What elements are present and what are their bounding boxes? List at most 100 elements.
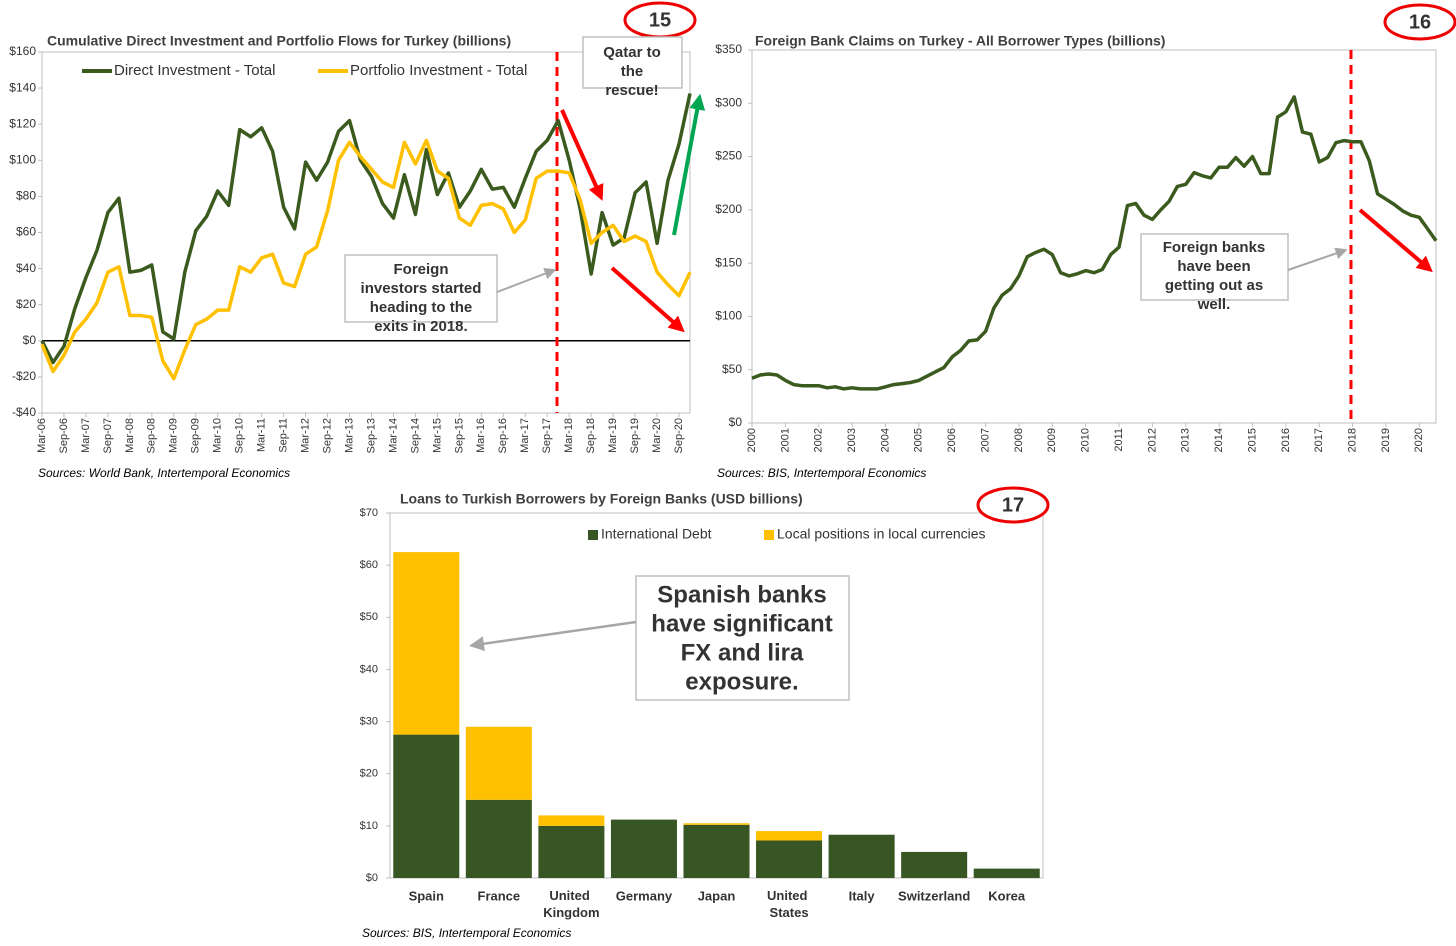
x-tick-label: 2001: [779, 428, 791, 452]
x-tick-label: 2007: [979, 428, 991, 452]
x-tick-label: Mar-16: [475, 418, 487, 453]
x-tick-label: 2000: [746, 428, 758, 452]
y-tick-label: $150: [715, 255, 742, 269]
x-tick-label: Sep-09: [190, 418, 202, 453]
x-tick-label: Sep-07: [102, 418, 114, 453]
x-tick-line: United: [549, 888, 593, 903]
y-tick-label: $0: [23, 333, 37, 347]
annotation-box: [1140, 233, 1289, 301]
x-tick-label: Sep-12: [321, 418, 333, 453]
x-tick-label: Sep-17: [541, 418, 553, 453]
x-tick-label: Mar-19: [607, 418, 619, 453]
annotation-box: [635, 575, 850, 701]
bar: [610, 819, 677, 878]
x-tick-label: 2009: [1046, 428, 1058, 452]
annotation: Foreign: [394, 261, 449, 278]
y-tick-label: $160: [9, 44, 36, 58]
x-tick-label: 2008: [1013, 428, 1025, 452]
y-tick-label: $10: [360, 820, 378, 832]
x-tick-label: 2012: [1146, 428, 1158, 452]
arrow: [1287, 247, 1348, 271]
x-tick-label: 2017: [1313, 428, 1325, 452]
x-tick-label: United States: [767, 888, 811, 920]
arrow: [469, 620, 637, 652]
x-tick-label: Sep-16: [497, 418, 509, 453]
x-tick-line: Kingdom: [543, 905, 599, 920]
bar: [756, 831, 823, 841]
badge-ring: [1383, 3, 1456, 41]
annotation: have been: [1177, 258, 1250, 275]
badge: 17: [1002, 494, 1024, 516]
bar: [538, 825, 605, 878]
x-tick-label: Sep-19: [629, 418, 641, 453]
x-tick-label: Sep-14: [409, 418, 421, 453]
y-tick-label: $60: [360, 559, 378, 571]
annotation: getting out as: [1165, 277, 1263, 294]
annotation: FX and lira: [681, 639, 804, 666]
x-tick-label: 2005: [913, 428, 925, 452]
x-tick-label: Sep-20: [673, 418, 685, 453]
x-tick-label: Mar-15: [431, 418, 443, 453]
y-tick-label: $140: [9, 80, 36, 94]
bar: [538, 815, 605, 826]
bar: [465, 799, 532, 878]
x-tick-label: France: [478, 888, 521, 903]
series-line: [40, 138, 692, 381]
annotation: exposure.: [685, 668, 798, 695]
y-tick-label: $120: [9, 116, 36, 130]
x-tick-label: Italy: [849, 888, 876, 903]
x-tick-label: Mar-17: [519, 418, 531, 453]
annotation: exits in 2018.: [374, 318, 467, 335]
series-line: [751, 95, 1438, 391]
annotation: Spanish banks: [657, 581, 826, 608]
x-tick-label: Sep-06: [58, 418, 70, 453]
bar: [756, 840, 823, 878]
y-tick-label: $20: [360, 768, 378, 780]
x-tick-label: 2006: [946, 428, 958, 452]
arrow: [672, 93, 706, 236]
series-line: [40, 93, 692, 365]
source: Sources: World Bank, Intertemporal Econo…: [38, 466, 290, 480]
x-tick-label: Mar-10: [212, 418, 224, 453]
y-tick-label: $350: [715, 42, 742, 56]
legend-label: Local positions in local currencies: [777, 526, 986, 542]
source: Sources: BIS, Intertemporal Economics: [362, 926, 571, 940]
annotation: well.: [1197, 296, 1231, 313]
x-tick-label: 2002: [813, 428, 825, 452]
legend-label: International Debt: [601, 526, 712, 542]
x-tick-label: Mar-06: [36, 418, 48, 453]
plot-area: [751, 49, 1437, 424]
bar: [683, 823, 750, 825]
x-tick-label: Mar-11: [256, 418, 268, 452]
annotation: investors started: [361, 280, 482, 297]
x-tick-label: Germany: [616, 888, 673, 903]
annotation: heading to the: [370, 299, 473, 316]
x-tick-label: 2020: [1413, 428, 1425, 452]
annotation: Qatar to: [603, 44, 661, 61]
bar: [465, 726, 532, 800]
x-tick-label: 2010: [1080, 428, 1092, 452]
y-tick-label: $100: [9, 152, 36, 166]
x-tick-label: Switzerland: [898, 888, 970, 903]
badge: 15: [649, 9, 671, 31]
x-tick-label: Spain: [409, 888, 444, 903]
x-tick-label: Mar-13: [343, 418, 355, 453]
arrow: [610, 266, 685, 333]
legend-swatch: [764, 530, 774, 540]
x-tick-label: 2016: [1280, 428, 1292, 452]
x-tick-label: United Kingdom: [543, 888, 599, 920]
x-tick-label: Korea: [988, 888, 1026, 903]
annotation: rescue!: [605, 82, 658, 99]
arrow: [496, 267, 557, 293]
x-tick-label: 2018: [1346, 428, 1358, 452]
source: Sources: BIS, Intertemporal Economics: [717, 466, 926, 480]
x-tick-label: 2004: [879, 428, 891, 452]
chart-title: Cumulative Direct Investment and Portfol…: [47, 33, 511, 49]
x-tick-label: 2003: [846, 428, 858, 452]
x-tick-label: Sep-13: [365, 418, 377, 453]
y-tick-label: $40: [16, 261, 36, 275]
y-tick-label: $30: [360, 715, 378, 727]
x-tick-line: States: [770, 905, 809, 920]
y-tick-label: $0: [366, 872, 378, 884]
chart-title: Loans to Turkish Borrowers by Foreign Ba…: [400, 491, 803, 507]
